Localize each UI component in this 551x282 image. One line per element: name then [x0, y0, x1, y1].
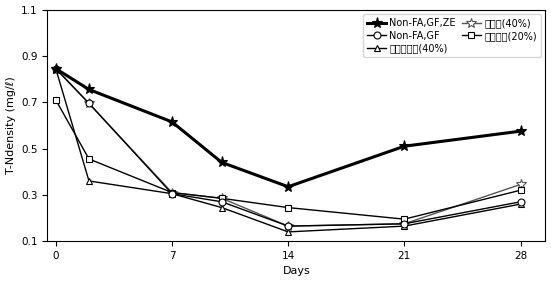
Legend: Non-FA,GF,ZE, Non-FA,GF, 철강슬래그(40%), 석탄재(40%), 재생골재(20%): Non-FA,GF,ZE, Non-FA,GF, 철강슬래그(40%), 석탄재…	[363, 14, 541, 57]
Y-axis label: T-Ndensity (mg/ℓ): T-Ndensity (mg/ℓ)	[6, 76, 15, 174]
X-axis label: Days: Days	[283, 266, 310, 276]
